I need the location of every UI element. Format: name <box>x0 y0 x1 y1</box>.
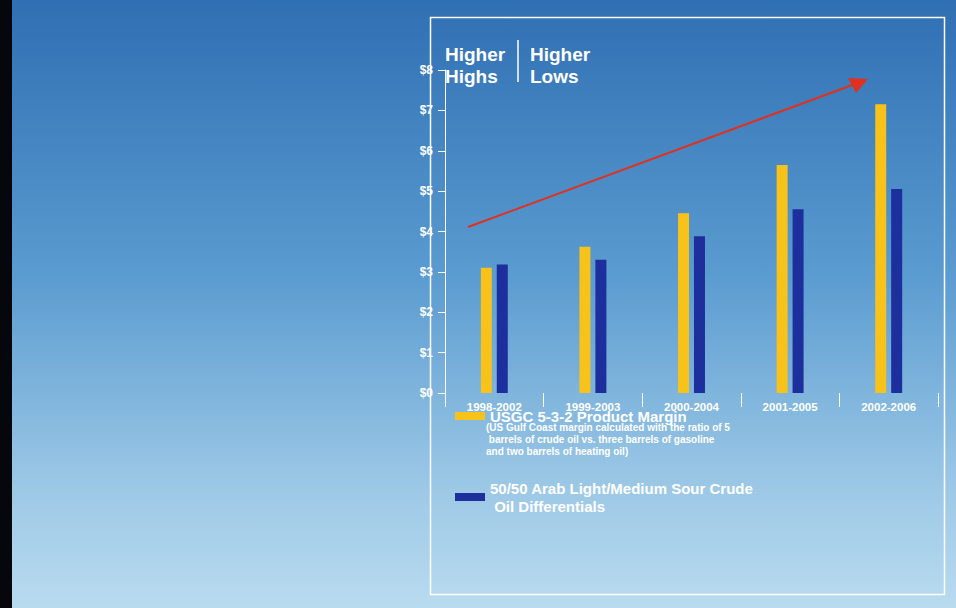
svg-text:$4: $4 <box>420 225 434 239</box>
svg-text:USGC 5-3-2 Product Margin: USGC 5-3-2 Product Margin <box>490 408 687 425</box>
svg-text:Higher: Higher <box>530 44 591 65</box>
svg-text:$1: $1 <box>420 346 434 360</box>
svg-text:Lows: Lows <box>530 66 579 87</box>
svg-text:2002-2006: 2002-2006 <box>861 401 916 413</box>
svg-text:$7: $7 <box>420 103 434 117</box>
svg-text:2001-2005: 2001-2005 <box>763 401 819 413</box>
svg-text:50/50 Arab Light/Medium Sour C: 50/50 Arab Light/Medium Sour Crude <box>490 480 753 497</box>
svg-text:barrels of crude oil vs. three: barrels of crude oil vs. three barrels o… <box>486 434 717 445</box>
svg-text:$2: $2 <box>420 305 434 319</box>
svg-text:(US Gulf Coast margin calculat: (US Gulf Coast margin calculated with th… <box>486 421 730 433</box>
svg-text:2000-2004: 2000-2004 <box>664 401 719 413</box>
svg-text:Highs: Highs <box>445 66 498 87</box>
svg-text:$5: $5 <box>420 184 434 198</box>
svg-text:$3: $3 <box>420 265 434 279</box>
svg-text:$8: $8 <box>420 63 434 77</box>
svg-text:and two barrels of heating oil: and two barrels of heating oil) <box>486 446 628 457</box>
svg-text:$6: $6 <box>420 144 434 158</box>
svg-text:$0: $0 <box>420 386 434 400</box>
svg-text:Oil Differentials: Oil Differentials <box>490 498 605 515</box>
svg-text:Higher: Higher <box>445 44 506 65</box>
